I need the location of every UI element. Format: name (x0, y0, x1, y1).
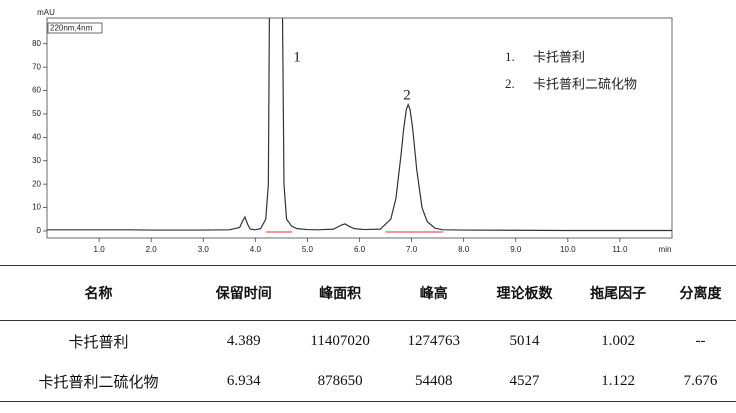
table-cell: 1274763 (407, 332, 460, 349)
column-header: 峰高 (389, 265, 478, 321)
table-cell: 5014 (509, 332, 540, 349)
header-row: 名称 保留时间 峰面积 峰高 理论板数 拖尾因子 分离度 (0, 265, 736, 321)
x-tick-label: 7.0 (406, 245, 418, 254)
y-tick-label: 80 (32, 39, 41, 48)
table-cell: 4.389 (226, 332, 261, 349)
peak-number: 1. (505, 49, 515, 64)
column-header: 峰面积 (290, 265, 390, 321)
y-tick-label: 30 (32, 156, 41, 165)
x-tick-label: 5.0 (302, 245, 314, 254)
table-cell: 卡托普利 (68, 332, 129, 351)
x-tick-label: 8.0 (458, 245, 470, 254)
table-cell: 4527 (477, 361, 572, 402)
x-tick-label: 11.0 (612, 245, 628, 254)
y-tick-label: 20 (32, 179, 41, 188)
peak-annotation: 1 (293, 49, 301, 65)
x-tick-label: 9.0 (510, 245, 522, 254)
column-header: 名称 (0, 265, 197, 321)
x-axis-label: min (659, 245, 672, 254)
x-tick-label: 2.0 (146, 245, 158, 254)
chromatogram: mAU 220nm,4nm min 1 2 1. 卡托普利 2. 卡托普利二硫化… (32, 8, 673, 254)
y-tick-label: 0 (37, 226, 42, 235)
y-tick-label: 10 (32, 203, 41, 212)
y-tick-label: 60 (32, 86, 41, 95)
legend-label: 220nm,4nm (50, 24, 93, 33)
peak-name: 卡托普利二硫化物 (533, 78, 637, 93)
table-cell: -- (695, 332, 706, 349)
column-header: 分离度 (664, 265, 736, 321)
x-tick-label: 1.0 (94, 245, 106, 254)
column-header: 理论板数 (477, 265, 572, 321)
y-tick-label: 40 (32, 132, 41, 141)
table-row: 卡托普利 4.389 11407020 1274763 5014 1.002 -- (0, 321, 736, 362)
results-table: 名称 保留时间 峰面积 峰高 理论板数 拖尾因子 分离度卡托普利 4.389 11407020 1… (0, 265, 736, 402)
table-cell: 6.934 (196, 361, 291, 402)
table-row: 卡托普利二硫化物 6.934 878650 54408 4527 1.122 7.676 (0, 361, 736, 402)
table-cell: 54408 (389, 361, 478, 402)
y-axis-label: mAU (37, 8, 55, 17)
legend-box (47, 22, 103, 34)
table-body: 卡托普利 4.389 11407020 1274763 5014 1.002 -- 卡托普利二… (0, 321, 736, 402)
table-cell: 1.002 (601, 332, 635, 349)
x-tick-label: 6.0 (354, 245, 366, 254)
chromatogram-line (47, 18, 672, 232)
x-tick-label: 4.0 (250, 245, 262, 254)
peak-number: 2. (505, 76, 515, 91)
x-tick-label: 3.0 (198, 245, 210, 254)
table-cell: 卡托普利二硫化物 (0, 361, 197, 402)
column-header: 拖尾因子 (571, 265, 665, 321)
y-tick-label: 50 (32, 109, 41, 118)
peak-name: 卡托普利 (533, 51, 585, 66)
table-cell: 11407020 (310, 332, 370, 349)
y-tick-label: 70 (32, 62, 41, 71)
column-header: 保留时间 (196, 265, 291, 321)
table-cell: 1.122 (571, 361, 665, 402)
peak-annotation: 2 (403, 87, 411, 103)
x-tick-label: 10.0 (560, 245, 576, 254)
table-cell: 7.676 (664, 361, 736, 402)
table-cell: 878650 (290, 361, 390, 402)
